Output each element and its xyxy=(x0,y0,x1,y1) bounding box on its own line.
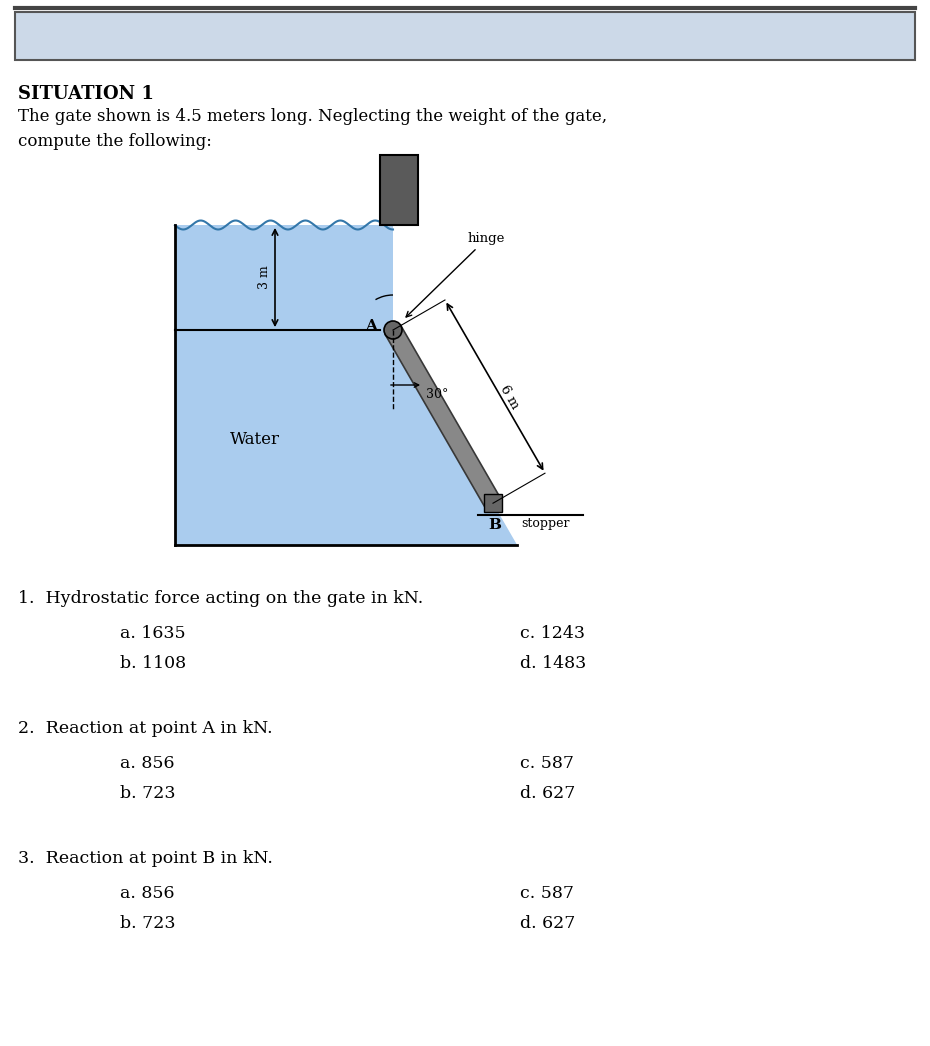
Text: d. 627: d. 627 xyxy=(520,915,576,932)
Polygon shape xyxy=(175,225,517,545)
Text: hinge: hinge xyxy=(406,232,505,317)
Text: 3 m: 3 m xyxy=(258,266,271,290)
Bar xyxy=(484,494,502,513)
Text: d. 1483: d. 1483 xyxy=(520,655,586,672)
Bar xyxy=(15,12,915,60)
Text: c. 587: c. 587 xyxy=(520,885,574,902)
Text: b. 723: b. 723 xyxy=(120,915,176,932)
Text: 2.  Reaction at point A in kN.: 2. Reaction at point A in kN. xyxy=(18,720,272,737)
Text: a. 1635: a. 1635 xyxy=(120,626,186,642)
Circle shape xyxy=(384,321,402,339)
Text: c. 587: c. 587 xyxy=(520,755,574,772)
Text: 6 m: 6 m xyxy=(498,383,521,412)
Text: A: A xyxy=(365,319,377,333)
Text: 3.  Reaction at point B in kN.: 3. Reaction at point B in kN. xyxy=(18,850,272,867)
Polygon shape xyxy=(385,325,500,507)
Text: 30°: 30° xyxy=(426,388,448,401)
Text: d. 627: d. 627 xyxy=(520,784,576,802)
Text: a. 856: a. 856 xyxy=(120,755,175,772)
Text: stopper: stopper xyxy=(521,517,569,529)
Text: The gate shown is 4.5 meters long. Neglecting the weight of the gate,
compute th: The gate shown is 4.5 meters long. Negle… xyxy=(18,108,607,150)
Text: SITUATION 1: SITUATION 1 xyxy=(18,85,153,103)
Text: b. 1108: b. 1108 xyxy=(120,655,186,672)
Text: b. 723: b. 723 xyxy=(120,784,176,802)
Bar xyxy=(380,155,418,225)
Text: FUNDAMENTALS – HYDROSTATIC FORCE: FUNDAMENTALS – HYDROSTATIC FORCE xyxy=(25,27,552,49)
Text: B: B xyxy=(488,518,501,532)
Text: a. 856: a. 856 xyxy=(120,885,175,902)
Text: c. 1243: c. 1243 xyxy=(520,626,585,642)
Text: Water: Water xyxy=(230,432,280,449)
Text: 1.  Hydrostatic force acting on the gate in kN.: 1. Hydrostatic force acting on the gate … xyxy=(18,590,423,607)
